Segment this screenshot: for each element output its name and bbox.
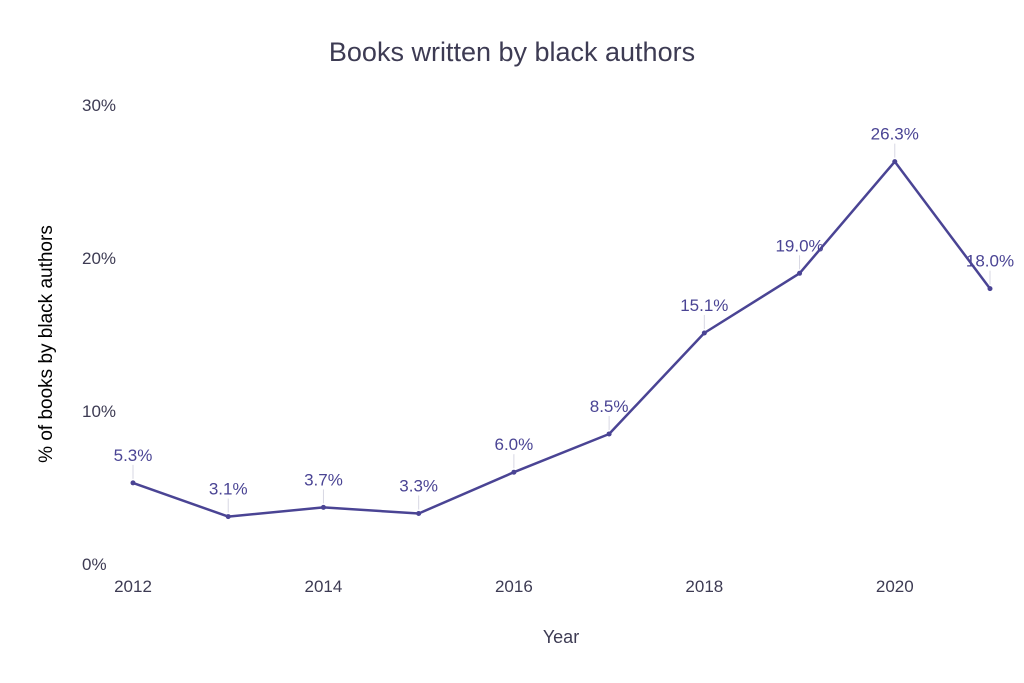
x-tick-label: 2018 [685, 577, 723, 596]
data-point [606, 431, 612, 437]
series-line [131, 160, 992, 518]
data-label: 3.1% [209, 480, 248, 499]
label-leader-lines [132, 143, 991, 513]
x-tick-label: 2014 [305, 577, 343, 596]
y-axis-label: % of books by black authors [36, 225, 57, 463]
data-label: 6.0% [495, 435, 534, 454]
data-point [511, 469, 517, 475]
data-label: 5.3% [114, 446, 153, 465]
data-label: 8.5% [590, 397, 629, 416]
data-point [130, 480, 136, 486]
x-axis-label: Year [543, 627, 579, 647]
data-point [320, 504, 326, 510]
data-label: 19.0% [775, 236, 823, 255]
data-points [130, 159, 993, 520]
data-label: 15.1% [680, 296, 728, 315]
data-labels: 5.3% 3.1% 3.7% 3.3% 6.0% 8.5% 15.1% 19.0% 26.3% 1… [114, 125, 1014, 499]
chart-title: Books written by black authors [329, 37, 695, 67]
x-axis-ticks: 2012 2014 2016 2018 2020 [114, 577, 914, 596]
y-tick-label: 10% [82, 402, 116, 421]
data-point [701, 330, 707, 336]
data-point [987, 286, 993, 292]
y-axis-ticks: 0% 10% 20% 30% [82, 96, 116, 574]
y-tick-label: 30% [82, 96, 116, 115]
data-label: 26.3% [871, 125, 919, 144]
x-tick-label: 2020 [876, 577, 914, 596]
data-label: 3.3% [399, 477, 438, 496]
data-point [892, 159, 898, 165]
data-point [225, 514, 231, 520]
data-point [416, 511, 422, 517]
data-label: 18.0% [966, 252, 1014, 271]
y-tick-label: 20% [82, 249, 116, 268]
data-point [797, 270, 803, 276]
data-label: 3.7% [304, 470, 343, 489]
x-tick-label: 2016 [495, 577, 533, 596]
x-tick-label: 2012 [114, 577, 152, 596]
y-tick-label: 0% [82, 555, 107, 574]
